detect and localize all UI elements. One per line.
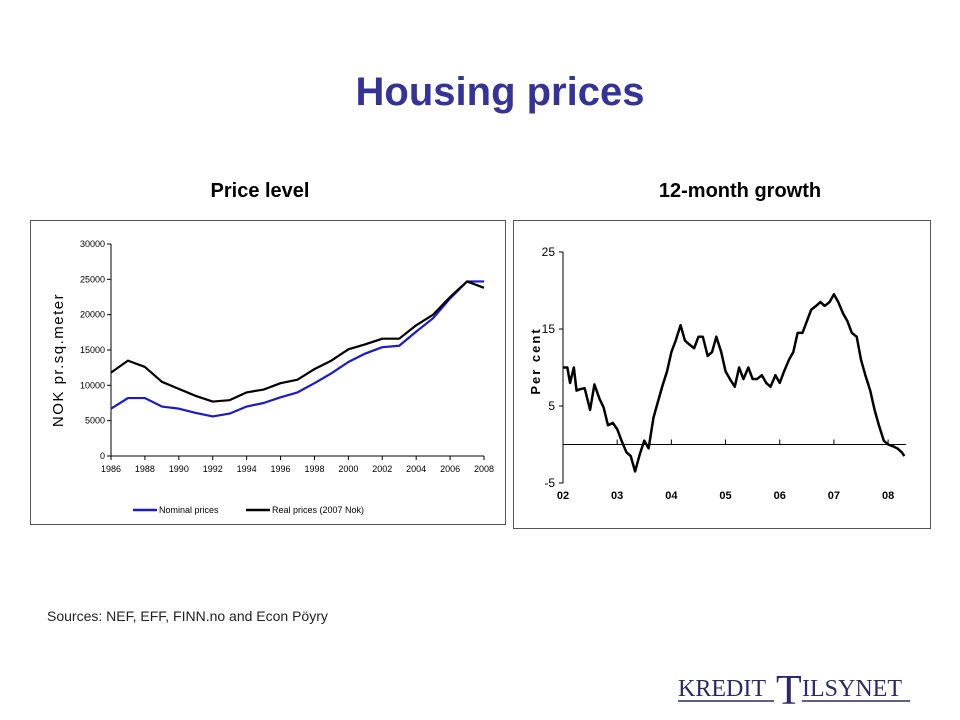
chart-title-growth: 12-month growth <box>658 180 822 202</box>
y-axis-label: Per cent <box>528 327 543 394</box>
y-tick-label: 20000 <box>80 310 105 320</box>
x-tick-label: 2002 <box>372 464 392 474</box>
y-tick-label: 25000 <box>80 274 105 284</box>
kredittilsynet-logo: KREDIT T ILSYNET <box>678 668 910 710</box>
x-tick-label: 03 <box>611 490 623 502</box>
legend-label: Nominal prices <box>159 505 219 515</box>
x-tick-label: 1994 <box>237 464 257 474</box>
y-tick-label: 15 <box>542 322 556 336</box>
x-tick-label: 07 <box>828 490 840 502</box>
growth-svg: -5 5 15 25 02 03 04 05 06 07 08 Per cent <box>528 245 906 502</box>
logo-text-right: ILSYNET <box>802 676 902 702</box>
y-tick-label: 5000 <box>85 416 105 426</box>
x-tick-label: 1986 <box>101 464 121 474</box>
x-tick-label: 1996 <box>271 464 291 474</box>
x-tick-label: 2006 <box>440 464 460 474</box>
chart-title-price-level: Price level <box>210 180 310 202</box>
x-tick-label: 2008 <box>474 464 494 474</box>
y-tick-label: 30000 <box>80 239 105 249</box>
y-tick-label: -5 <box>544 476 555 490</box>
series-line-real <box>110 280 485 403</box>
x-tick-label: 2004 <box>406 464 426 474</box>
logo-text-left: KREDIT <box>678 676 766 702</box>
growth-series-line <box>563 293 906 473</box>
growth-chart: -5 5 15 25 02 03 04 05 06 07 08 Per cent <box>513 220 931 529</box>
logo-big-t: T <box>776 668 802 710</box>
y-tick-label: 0 <box>100 451 105 461</box>
x-tick-label: 2000 <box>338 464 358 474</box>
x-tick-label: 08 <box>882 490 894 502</box>
x-tick-label: 02 <box>557 490 569 502</box>
x-tick-label: 05 <box>719 490 731 502</box>
y-tick-label: 10000 <box>80 380 105 390</box>
legend-label: Real prices (2007 Nok) <box>272 505 364 515</box>
x-tick-label: 1998 <box>304 464 324 474</box>
x-tick-label: 1988 <box>135 464 155 474</box>
price-level-svg: 0 5000 10000 15000 20000 25000 30000 1986 1988 19… <box>50 239 494 515</box>
y-tick-label: 15000 <box>80 345 105 355</box>
x-tick-label: 06 <box>774 490 786 502</box>
price-level-chart: 0 5000 10000 15000 20000 25000 30000 1986 1988 19… <box>30 220 506 525</box>
y-tick-label: 25 <box>542 245 556 259</box>
x-tick-label: 1990 <box>169 464 189 474</box>
series-line-nominal <box>110 280 484 418</box>
y-axis-label: NOK pr.sq.meter <box>50 293 67 427</box>
x-tick-label: 1992 <box>203 464 223 474</box>
page-title: Housing prices <box>355 70 645 114</box>
y-tick-label: 5 <box>548 399 555 413</box>
sources-note: Sources: NEF, EFF, FINN.no and Econ Pöyr… <box>47 608 328 624</box>
x-tick-label: 04 <box>665 490 678 502</box>
